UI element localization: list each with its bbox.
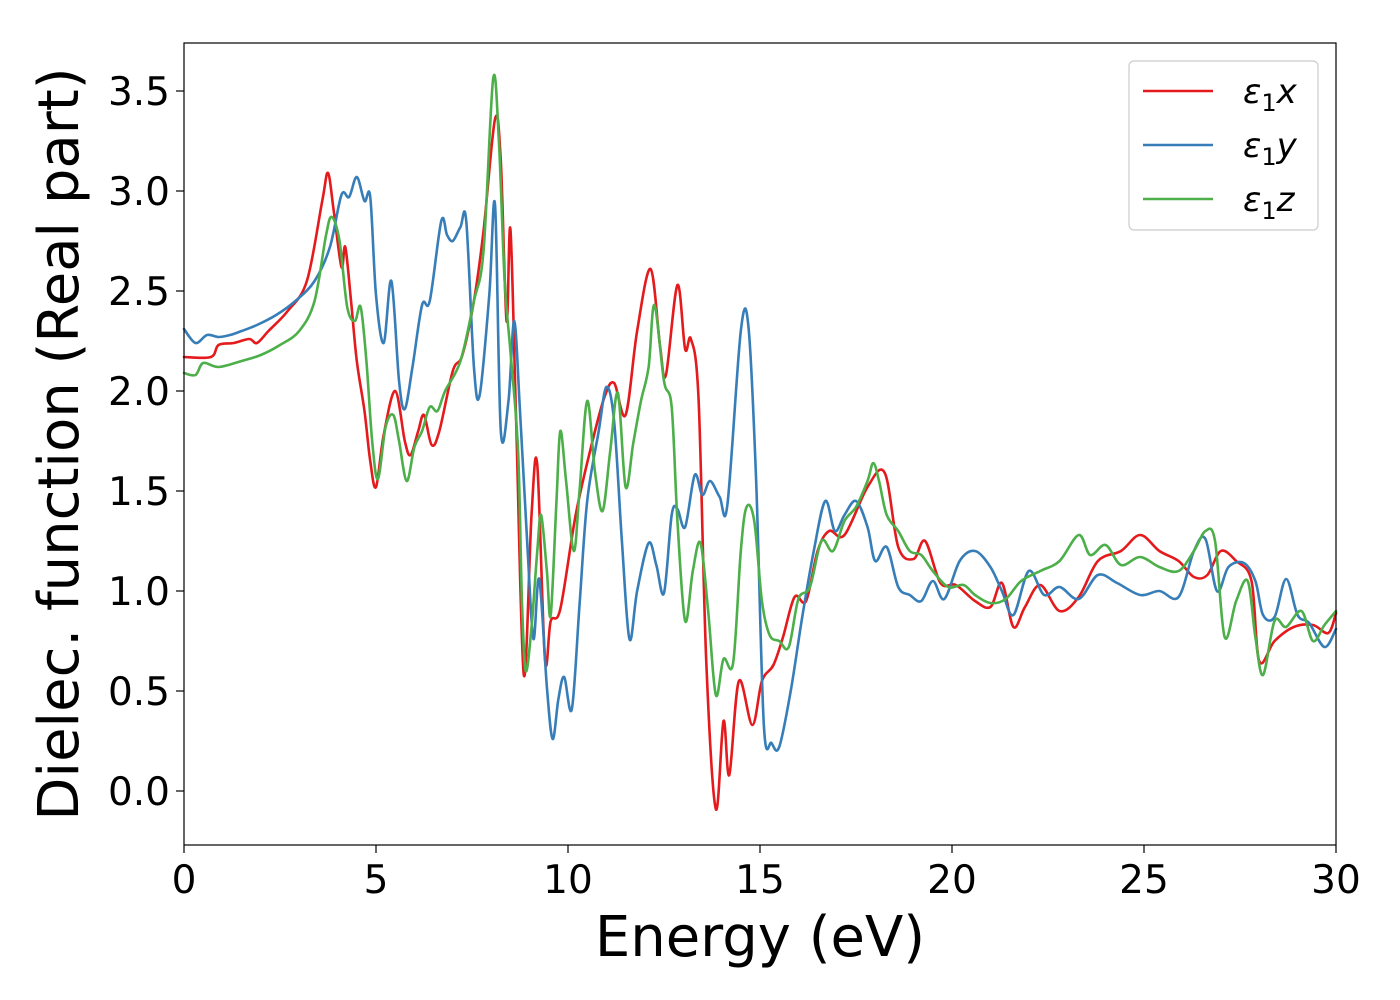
series-line-x — [182, 114, 1338, 811]
series-line-y — [182, 175, 1338, 752]
series-layer — [182, 73, 1338, 811]
y-axis-ticks: 0.0 0.5 1.0 1.5 2.0 2.5 3.0 3.5 — [108, 70, 184, 815]
x-axis-title: Energy (eV) — [595, 905, 925, 970]
x-tick-label: 25 — [1119, 858, 1169, 903]
x-tick-label: 15 — [735, 858, 785, 903]
legend-label-x: ε1x — [1243, 72, 1298, 117]
y-tick-label: 2.5 — [108, 270, 170, 315]
series-line-z — [182, 73, 1338, 698]
legend-box — [1128, 60, 1319, 231]
legend: ε1x ε1y ε1z — [1128, 60, 1319, 231]
x-tick-label: 5 — [364, 858, 389, 903]
y-tick-label: 1.0 — [108, 570, 170, 615]
x-axis-ticks: 0 5 10 15 20 25 30 — [172, 845, 1361, 903]
x-tick-label: 20 — [927, 858, 977, 903]
y-tick-label: 3.5 — [108, 70, 170, 115]
x-tick-label: 10 — [543, 858, 593, 903]
y-axis-title: Dielec. function (Real part) — [27, 67, 92, 820]
y-tick-label: 0.0 — [108, 770, 170, 815]
y-tick-label: 3.0 — [108, 170, 170, 215]
x-tick-label: 0 — [172, 858, 197, 903]
y-tick-label: 2.0 — [108, 370, 170, 415]
legend-label-z: ε1z — [1243, 180, 1296, 225]
x-tick-label: 30 — [1311, 858, 1361, 903]
y-tick-label: 0.5 — [108, 670, 170, 715]
y-tick-label: 1.5 — [108, 470, 170, 515]
legend-label-y: ε1y — [1243, 126, 1298, 171]
